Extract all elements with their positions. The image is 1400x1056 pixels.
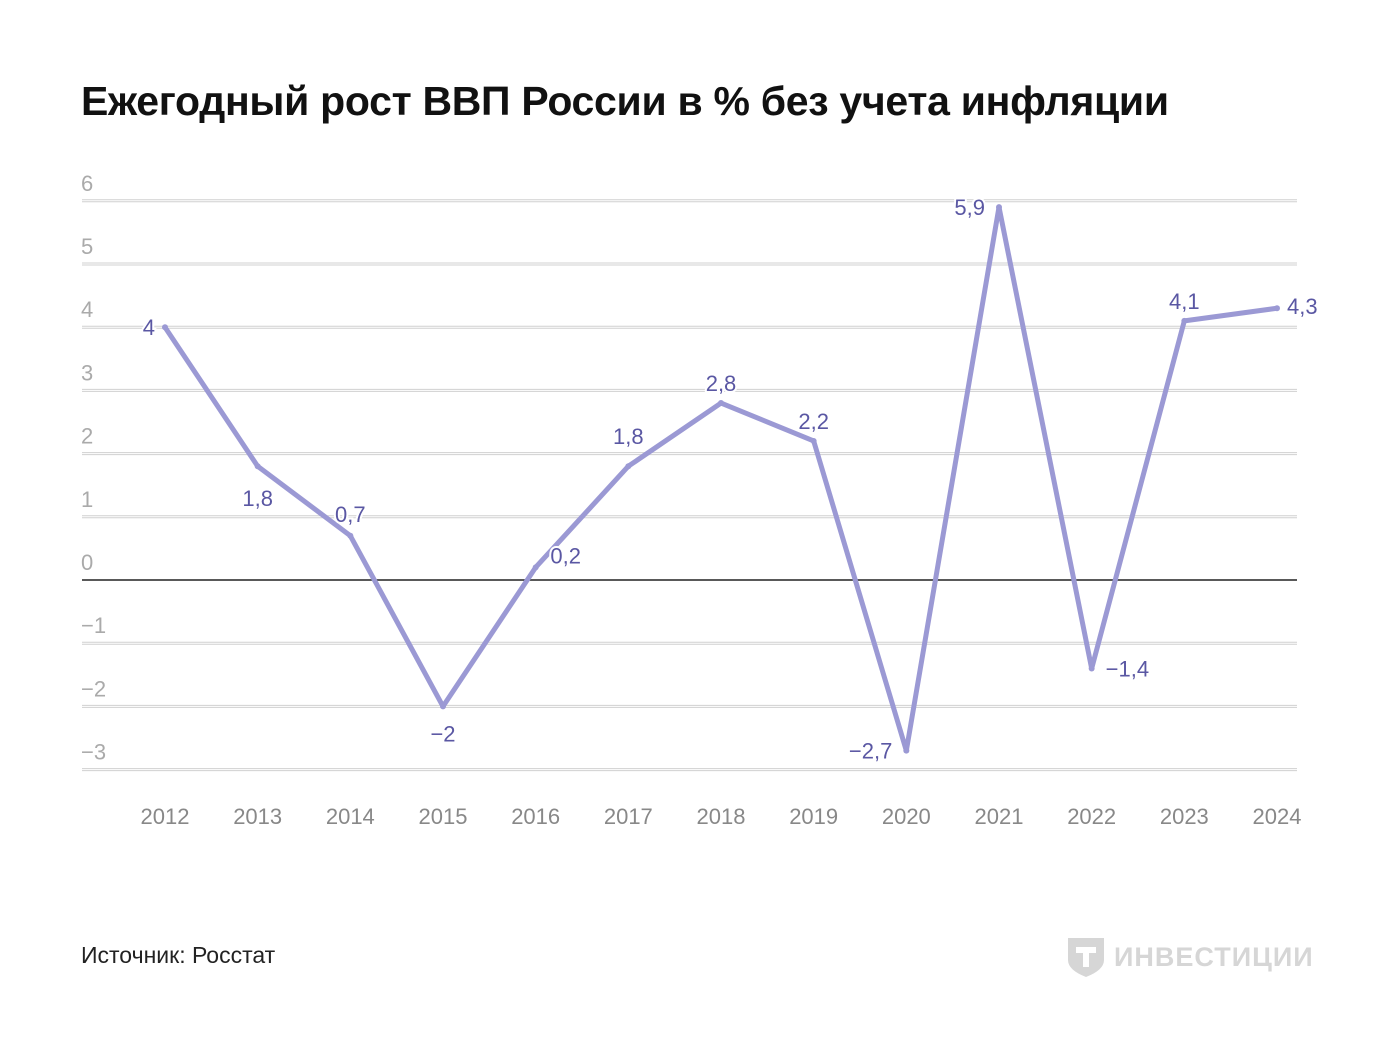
data-label: 0,7 — [335, 502, 366, 527]
data-point — [1274, 305, 1280, 312]
y-tick-label: 2 — [81, 424, 93, 449]
x-tick-label: 2012 — [141, 804, 190, 829]
data-point — [810, 437, 817, 444]
data-label: 2,8 — [706, 371, 737, 396]
data-label: 5,9 — [954, 195, 985, 220]
data-point — [254, 463, 261, 470]
y-tick-label: −1 — [81, 613, 106, 638]
x-tick-label: 2017 — [604, 804, 653, 829]
data-point — [1181, 317, 1188, 324]
x-tick-label: 2024 — [1253, 804, 1302, 829]
y-tick-label: −2 — [81, 676, 106, 701]
x-tick-label: 2016 — [511, 804, 560, 829]
data-point — [996, 204, 1002, 211]
chart-title: Ежегодный рост ВВП России в % без учета … — [81, 78, 1169, 124]
y-tick-label: 1 — [81, 487, 93, 512]
data-label: 4 — [143, 315, 155, 340]
data-label: 4,1 — [1169, 289, 1200, 314]
data-point — [440, 703, 446, 710]
x-tick-label: 2015 — [419, 804, 468, 829]
data-point — [162, 324, 168, 331]
data-point — [625, 463, 632, 470]
data-label: 0,2 — [550, 543, 581, 568]
data-label: −2,7 — [849, 739, 892, 764]
data-point — [1088, 665, 1095, 672]
source-note: Источник: Росстат — [81, 942, 276, 968]
shield-logo-icon — [1068, 938, 1104, 977]
data-point — [718, 400, 724, 407]
x-tick-label: 2013 — [233, 804, 282, 829]
y-tick-label: 3 — [81, 360, 93, 385]
data-label: 1,8 — [242, 486, 273, 511]
data-label: −2 — [430, 721, 455, 746]
x-tick-label: 2023 — [1160, 804, 1209, 829]
x-tick-label: 2021 — [975, 804, 1024, 829]
data-label: 4,3 — [1287, 294, 1318, 319]
data-point — [347, 532, 354, 539]
data-point — [532, 564, 539, 571]
data-label: 1,8 — [613, 424, 644, 449]
data-label: 2,2 — [798, 409, 829, 434]
logo-text: ИНВЕСТИЦИИ — [1114, 941, 1314, 972]
y-tick-label: 4 — [81, 297, 93, 322]
y-tick-label: −3 — [81, 740, 106, 765]
data-point — [903, 747, 910, 754]
y-tick-label: 5 — [81, 234, 93, 259]
x-tick-label: 2018 — [697, 804, 746, 829]
x-tick-label: 2020 — [882, 804, 931, 829]
brand-logo: ИНВЕСТИЦИИ — [1066, 936, 1314, 978]
x-tick-label: 2022 — [1067, 804, 1116, 829]
y-tick-label: 6 — [81, 171, 93, 196]
y-tick-label: 0 — [81, 550, 93, 575]
data-label: −1,4 — [1106, 656, 1149, 681]
x-tick-label: 2014 — [326, 804, 375, 829]
x-tick-label: 2019 — [789, 804, 838, 829]
